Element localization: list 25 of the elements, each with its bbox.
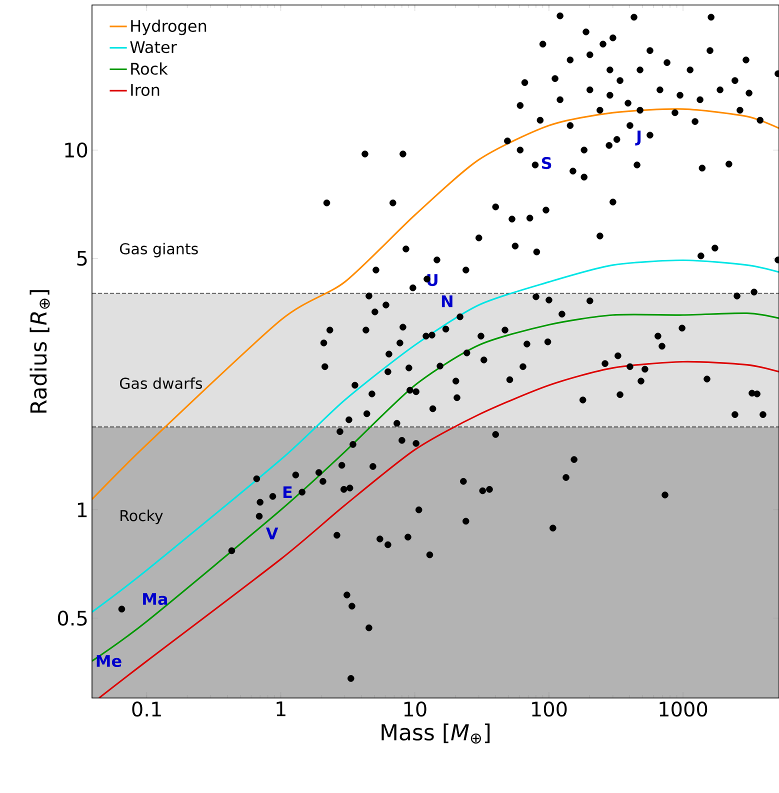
annotation: E xyxy=(283,486,292,498)
x-tick-label: 1000 xyxy=(660,702,708,717)
y-tick-label: 5 xyxy=(77,250,87,266)
annotation: Me xyxy=(96,655,122,668)
y-axis-title: Radius [R$_{⊕}$] xyxy=(30,290,50,413)
legend-label: Water xyxy=(130,41,177,54)
annotation: N xyxy=(442,295,452,308)
legend-label: Hydrogen xyxy=(131,20,206,36)
annotation: Gas giants xyxy=(120,242,198,258)
y-tick-label: 1 xyxy=(78,502,87,518)
band-label: Rocky xyxy=(120,510,163,524)
band-label: Gas dwarfs xyxy=(120,377,202,389)
legend-label: Iron xyxy=(131,84,160,96)
x-tick-label: 0.1 xyxy=(132,702,161,717)
x-tick-label: 100 xyxy=(532,702,567,717)
annotation: J xyxy=(635,130,641,146)
y-tick-label: 10 xyxy=(65,142,88,158)
annotation: Ma xyxy=(143,593,168,606)
x-axis-title: Mass [M$_{⊕}$] xyxy=(382,724,490,744)
legend-label: Rock xyxy=(131,62,168,75)
annotation: V xyxy=(266,528,278,540)
x-tick-label: 1 xyxy=(276,702,286,716)
y-tick-label: 0.5 xyxy=(58,610,87,626)
annotation: S xyxy=(542,157,552,170)
x-tick-label: 10 xyxy=(404,702,426,717)
